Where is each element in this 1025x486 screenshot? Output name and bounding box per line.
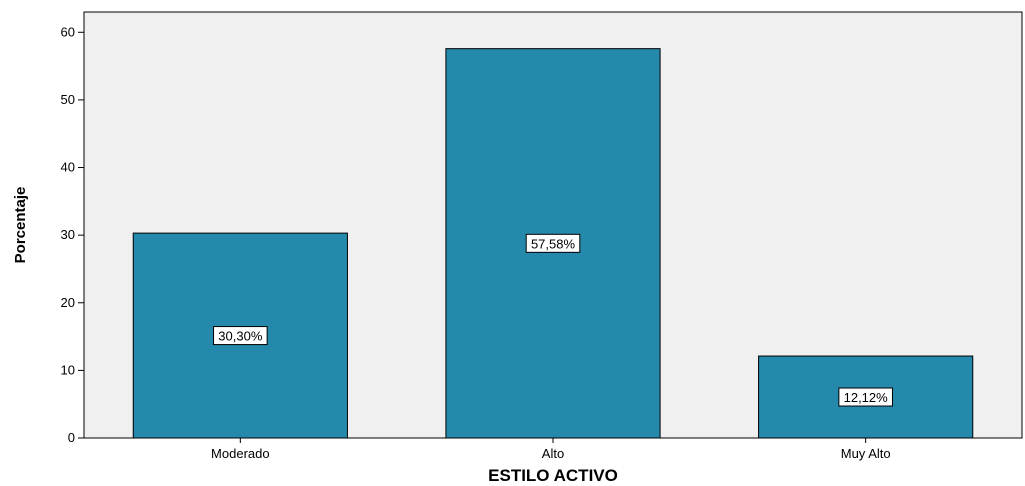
x-axis-title: ESTILO ACTIVO <box>488 466 618 485</box>
y-tick-label: 40 <box>61 160 75 175</box>
y-tick-label: 0 <box>68 430 75 445</box>
y-tick-label: 10 <box>61 362 75 377</box>
data-label-box <box>213 326 268 346</box>
x-tick-label: Muy Alto <box>841 446 891 461</box>
y-tick-label: 60 <box>61 24 75 39</box>
data-label: 57,58% <box>531 236 576 251</box>
y-axis-title: Porcentaje <box>12 187 29 264</box>
bars: 30,30% 57,58% 12,12% <box>132 48 974 439</box>
data-label: 12,12% <box>844 390 889 405</box>
data-label-box <box>525 233 581 253</box>
y-tick-label: 50 <box>61 92 75 107</box>
x-tick-label: Alto <box>542 446 564 461</box>
x-tick-label: Moderado <box>211 446 270 461</box>
data-label-box <box>838 387 893 407</box>
data-label: 30,30% <box>218 329 263 344</box>
y-tick-label: 30 <box>61 227 75 242</box>
y-axis: 0 10 20 30 40 50 60 <box>61 24 84 445</box>
y-tick-label: 20 <box>61 295 75 310</box>
x-axis: Moderado Alto Muy Alto <box>211 438 891 461</box>
